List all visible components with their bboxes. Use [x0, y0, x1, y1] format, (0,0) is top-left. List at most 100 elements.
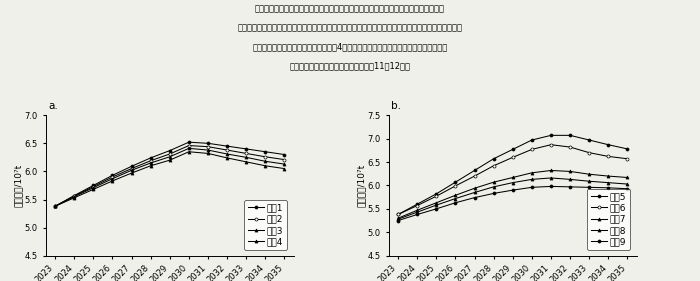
情景8	[452, 197, 460, 200]
情景6	[547, 143, 555, 146]
情景8	[432, 203, 440, 207]
情景6	[623, 157, 631, 160]
情景5	[452, 180, 460, 184]
情景8	[394, 217, 402, 221]
情景5	[413, 203, 421, 206]
Line: 情景3: 情景3	[53, 147, 286, 208]
情景8	[585, 180, 594, 183]
Legend: 情景5, 情景6, 情景7, 情景8, 情景9: 情景5, 情景6, 情景7, 情景8, 情景9	[587, 189, 630, 250]
情景8	[470, 191, 479, 194]
情景7	[413, 209, 421, 212]
情景5	[528, 138, 536, 142]
情景4	[280, 167, 288, 170]
Y-axis label: 碳排放量/10⁷t: 碳排放量/10⁷t	[357, 164, 366, 207]
情景1	[242, 147, 251, 151]
情景9	[623, 187, 631, 191]
Text: 减排结合低碳生活情景（技术性减排）4种情景。下图示意上述情景下不同因景的湖北省: 减排结合低碳生活情景（技术性减排）4种情景。下图示意上述情景下不同因景的湖北省	[253, 42, 447, 51]
情景2	[185, 144, 193, 147]
情景7	[470, 187, 479, 190]
情景7	[547, 169, 555, 172]
Line: 情景6: 情景6	[396, 143, 629, 216]
情景5	[489, 157, 498, 160]
情景2	[146, 159, 155, 162]
情景9	[470, 196, 479, 199]
情景3	[223, 152, 231, 156]
情景5	[508, 148, 517, 151]
情景6	[489, 164, 498, 167]
情景4	[204, 152, 212, 155]
情景5	[470, 169, 479, 172]
情景9	[585, 186, 594, 189]
情景9	[508, 189, 517, 192]
情景2	[242, 152, 251, 155]
情景8	[547, 176, 555, 180]
情景7	[528, 171, 536, 175]
情景9	[489, 192, 498, 195]
情景1	[165, 149, 174, 152]
情景9	[528, 186, 536, 189]
情景3	[204, 148, 212, 152]
情景8	[528, 178, 536, 181]
Line: 情景7: 情景7	[396, 169, 629, 220]
情景3	[165, 155, 174, 158]
情景4	[51, 205, 60, 208]
情景3	[146, 161, 155, 165]
情景4	[70, 196, 78, 200]
情景3	[185, 147, 193, 150]
情景2	[51, 205, 60, 208]
情景1	[146, 156, 155, 160]
情景2	[223, 148, 231, 152]
情景3	[261, 160, 270, 163]
Line: 情景1: 情景1	[53, 141, 286, 208]
情景7	[489, 180, 498, 184]
情景5	[623, 147, 631, 151]
情景4	[261, 164, 270, 167]
情景4	[223, 156, 231, 160]
情景2	[70, 194, 78, 198]
情景2	[127, 167, 136, 170]
情景8	[566, 178, 574, 181]
情景1	[261, 150, 270, 153]
情景3	[108, 177, 117, 180]
Line: 情景4: 情景4	[53, 150, 286, 208]
情景5	[394, 213, 402, 216]
情景8	[489, 185, 498, 189]
情景1	[280, 153, 288, 156]
情景4	[242, 160, 251, 164]
情景6	[528, 148, 536, 151]
情景2	[261, 155, 270, 158]
Legend: 情景1, 情景2, 情景3, 情景4: 情景1, 情景2, 情景3, 情景4	[244, 200, 287, 250]
情景3	[70, 195, 78, 198]
情景7	[394, 217, 402, 220]
Text: 研究人员采取情景分析法对湖北省交通运输碳排放峰値进行了预测，共设置了基准情景: 研究人员采取情景分析法对湖北省交通运输碳排放峰値进行了预测，共设置了基准情景	[255, 4, 445, 13]
情景3	[51, 205, 60, 208]
情景1	[108, 174, 117, 177]
情景3	[242, 156, 251, 159]
情景9	[413, 213, 421, 216]
Text: 交通运输碳排放情况的预测。据此完成11～12题。: 交通运输碳排放情况的预测。据此完成11～12题。	[290, 62, 410, 71]
情景4	[127, 171, 136, 175]
情景2	[204, 145, 212, 148]
情景1	[185, 140, 193, 144]
Text: （现有经济社会发展的场景）、自然减排情景（结构性置排）、节能减排情景（技术性置排）和技术性: （现有经济社会发展的场景）、自然减排情景（结构性置排）、节能减排情景（技术性置排…	[237, 23, 463, 32]
情景1	[204, 142, 212, 145]
情景6	[452, 184, 460, 188]
情景7	[452, 194, 460, 197]
Line: 情景2: 情景2	[53, 144, 286, 208]
情景8	[604, 181, 612, 184]
Text: a.: a.	[48, 101, 57, 111]
情景7	[508, 176, 517, 179]
情景9	[394, 219, 402, 222]
情景7	[623, 176, 631, 179]
情景3	[280, 162, 288, 166]
情景5	[566, 134, 574, 137]
情景5	[604, 143, 612, 146]
情景6	[394, 213, 402, 216]
Line: 情景8: 情景8	[396, 176, 629, 221]
情景2	[89, 185, 97, 188]
情景9	[604, 186, 612, 189]
情景8	[623, 182, 631, 186]
情景1	[223, 144, 231, 148]
情景8	[508, 181, 517, 184]
情景9	[452, 201, 460, 205]
